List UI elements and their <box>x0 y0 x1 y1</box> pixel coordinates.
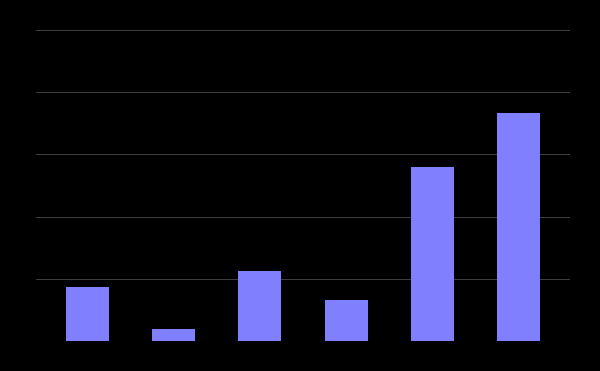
Bar <box>238 271 281 341</box>
Bar <box>497 113 540 341</box>
Bar <box>325 300 368 341</box>
Bar <box>152 329 196 341</box>
Bar <box>66 287 109 341</box>
Bar <box>410 167 454 341</box>
